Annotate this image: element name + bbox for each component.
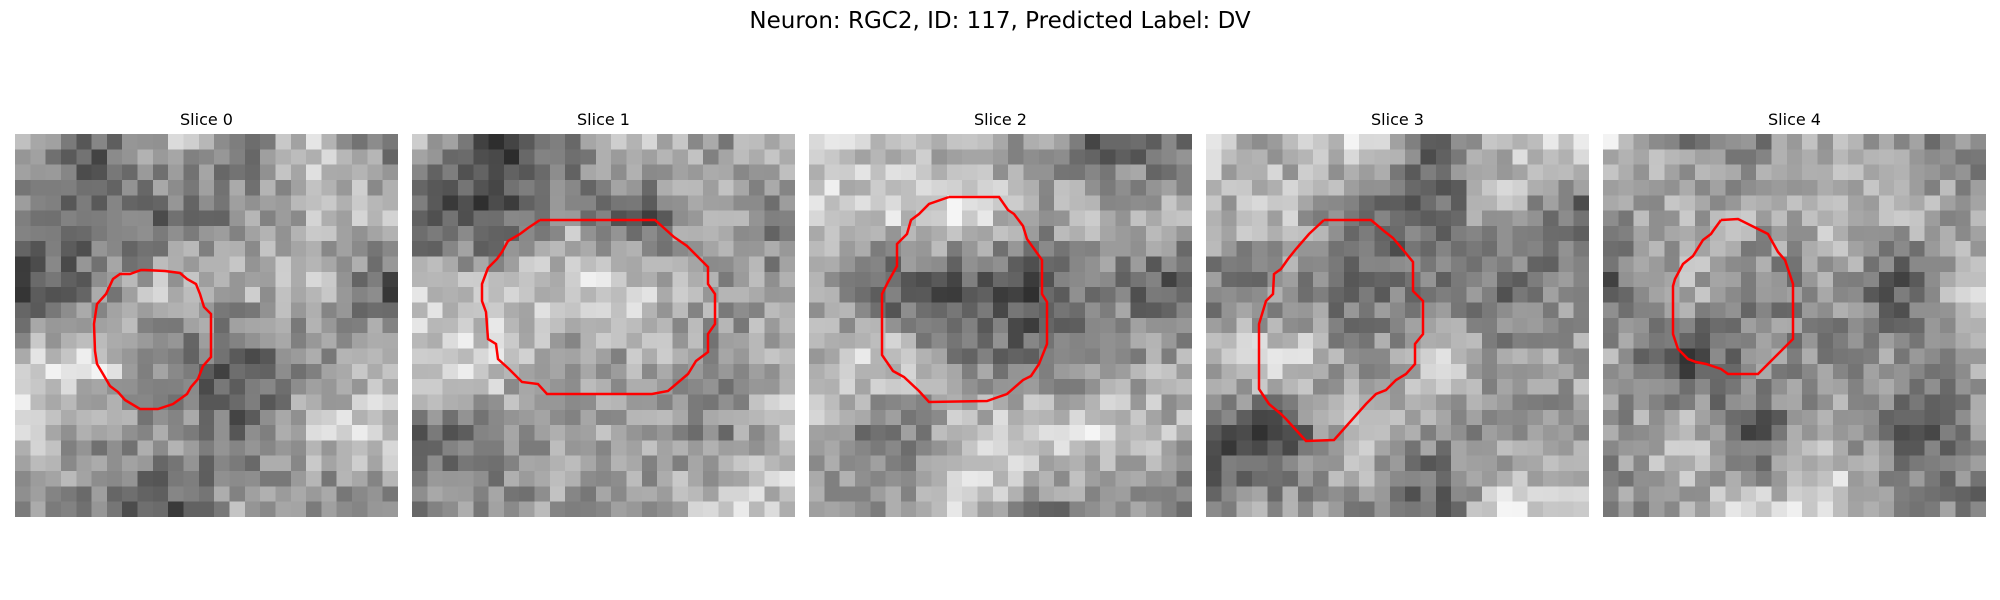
figure-suptitle: Neuron: RGC2, ID: 117, Predicted Label: … — [749, 8, 1251, 34]
slice-0-contour — [92, 268, 213, 411]
slice-1-image — [412, 134, 795, 517]
slice-3-image — [1206, 134, 1589, 517]
slice-0-title: Slice 0 — [180, 110, 233, 129]
slice-3-contour-line — [1257, 218, 1425, 443]
slice-2-contour — [880, 195, 1049, 404]
slice-4-contour — [1671, 217, 1795, 376]
slice-2-contour-line — [880, 195, 1049, 404]
slice-4-title: Slice 4 — [1768, 110, 1821, 129]
slice-1-title: Slice 1 — [577, 110, 630, 129]
slice-2-title: Slice 2 — [974, 110, 1027, 129]
slice-4-contour-line — [1671, 217, 1795, 376]
slice-4-image — [1603, 134, 1986, 517]
slice-1-contour-line — [480, 218, 717, 396]
slice-1-contour — [480, 218, 717, 396]
slice-0-contour-line — [92, 268, 213, 411]
slice-3-title: Slice 3 — [1371, 110, 1424, 129]
slice-0-image — [15, 134, 398, 517]
slice-3-contour — [1257, 218, 1425, 443]
